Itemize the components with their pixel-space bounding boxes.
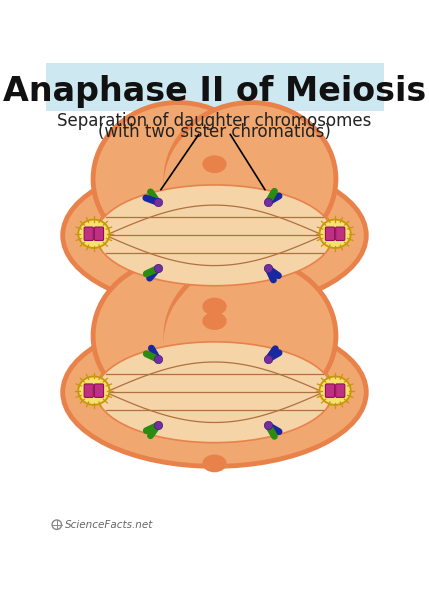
- Ellipse shape: [163, 281, 266, 408]
- FancyBboxPatch shape: [84, 384, 94, 397]
- Text: ScienceFacts.net: ScienceFacts.net: [65, 520, 153, 530]
- FancyBboxPatch shape: [84, 227, 94, 241]
- FancyBboxPatch shape: [94, 227, 103, 241]
- FancyBboxPatch shape: [94, 384, 103, 397]
- FancyBboxPatch shape: [326, 384, 335, 397]
- Ellipse shape: [202, 454, 227, 472]
- FancyBboxPatch shape: [326, 227, 335, 241]
- Ellipse shape: [202, 312, 227, 330]
- Ellipse shape: [320, 220, 351, 248]
- Text: (with two sister chromatids): (with two sister chromatids): [98, 123, 331, 141]
- FancyBboxPatch shape: [335, 227, 345, 241]
- Text: Anaphase II of Meiosis: Anaphase II of Meiosis: [3, 74, 426, 107]
- Ellipse shape: [166, 103, 336, 256]
- Ellipse shape: [93, 259, 263, 412]
- Ellipse shape: [63, 318, 366, 466]
- Bar: [46, 64, 384, 111]
- Text: Separation of daughter chromosomes: Separation of daughter chromosomes: [57, 112, 372, 130]
- Ellipse shape: [78, 220, 109, 248]
- Ellipse shape: [63, 161, 366, 310]
- Ellipse shape: [96, 342, 333, 443]
- Ellipse shape: [163, 124, 266, 251]
- Ellipse shape: [166, 259, 336, 412]
- Ellipse shape: [96, 185, 333, 286]
- FancyBboxPatch shape: [335, 384, 345, 397]
- Ellipse shape: [202, 155, 227, 173]
- Ellipse shape: [320, 376, 351, 405]
- Ellipse shape: [78, 376, 109, 405]
- Ellipse shape: [202, 298, 227, 316]
- Ellipse shape: [93, 103, 263, 256]
